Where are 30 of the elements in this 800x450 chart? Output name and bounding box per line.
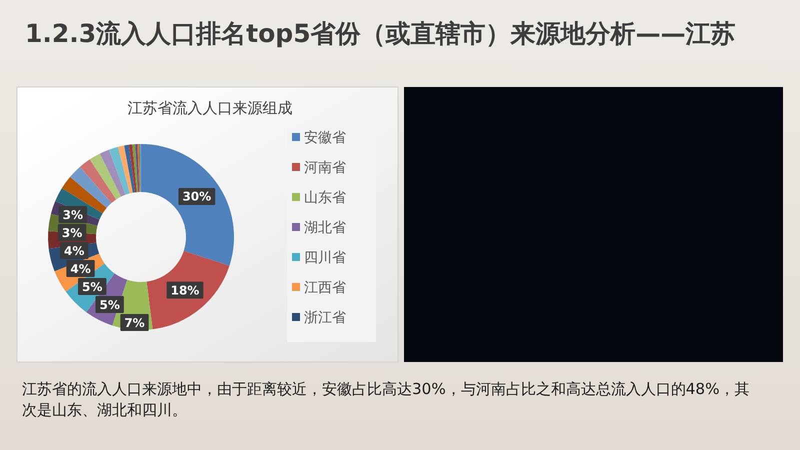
- donut-slice: [128, 144, 137, 192]
- donut-slice: [135, 144, 140, 192]
- data-label: 5%: [99, 298, 120, 312]
- donut-slice: [124, 144, 136, 193]
- data-label: 30%: [182, 190, 212, 204]
- data-label: 18%: [170, 283, 200, 298]
- donut-slice: [70, 166, 112, 208]
- donut-slice: [80, 159, 116, 204]
- legend-label: 江西省: [304, 280, 346, 296]
- legend-label: 安徽省: [304, 130, 346, 146]
- chart-subtitle: 江苏省流入人口来源组成: [128, 99, 292, 117]
- data-label: 3%: [62, 208, 84, 222]
- text: 江苏省的流入人口来源地中，由于距离较近，安徽占比高达30%，与河南占比之和高达总流入人口的48%，其次是山东、湖北和四川。: [22, 379, 751, 421]
- data-label: 5%: [82, 280, 102, 294]
- legend-label: 山东省: [304, 190, 346, 206]
- legend-label: 四川省: [304, 250, 346, 266]
- donut-slice: [90, 154, 122, 200]
- donut-slice: [108, 146, 130, 195]
- donut-slice: [118, 146, 133, 194]
- legend-label: 湖北省: [304, 220, 346, 236]
- donut-slice: [132, 144, 138, 192]
- data-label: 4%: [70, 262, 91, 276]
- donut-slice: [100, 150, 126, 197]
- donut-slice: [141, 144, 234, 266]
- data-label: 7%: [124, 316, 145, 330]
- legend-label: 浙江省: [304, 310, 346, 326]
- legend-label: 河南省: [304, 160, 346, 176]
- chart-title: 1.2.3流入人口排名top5省份（或直辖市）来源地分析——江苏: [25, 19, 736, 48]
- data-label: 3%: [62, 226, 82, 240]
- data-label: 4%: [64, 244, 84, 258]
